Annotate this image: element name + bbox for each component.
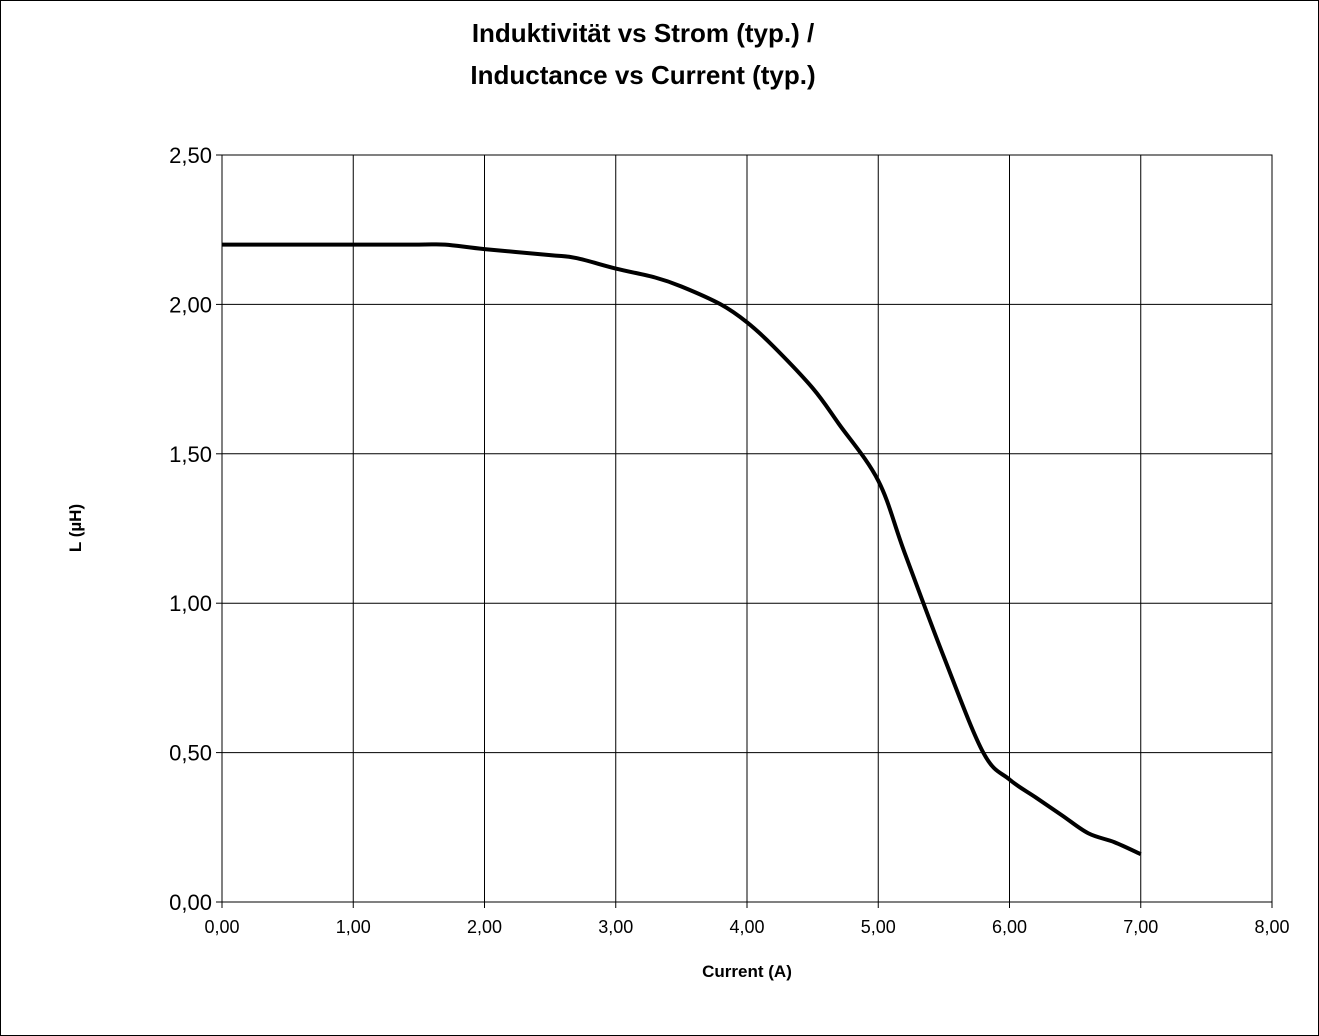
x-tick-label: 5,00 bbox=[861, 917, 896, 937]
y-axis-ticks: 0,00 0,50 1,00 1,50 2,00 2,50 bbox=[169, 143, 222, 915]
y-tick-label: 2,00 bbox=[169, 292, 212, 317]
x-tick-label: 6,00 bbox=[992, 917, 1027, 937]
x-tick-label: 8,00 bbox=[1254, 917, 1289, 937]
x-axis-ticks: 0,00 1,00 2,00 3,00 4,00 5,00 6,00 7,00 8,00 bbox=[204, 902, 1290, 937]
chart-title-line-2: Inductance vs Current (typ.) bbox=[470, 60, 815, 90]
grid bbox=[221, 154, 1273, 903]
x-axis-label: Current (A) bbox=[702, 962, 792, 981]
y-tick-label: 1,50 bbox=[169, 442, 212, 467]
y-tick-label: 1,00 bbox=[169, 591, 212, 616]
x-tick-label: 0,00 bbox=[204, 917, 239, 937]
inductance-series-line bbox=[222, 242, 1142, 857]
x-tick-label: 4,00 bbox=[729, 917, 764, 937]
y-tick-label: 0,50 bbox=[169, 741, 212, 766]
y-tick-label: 0,00 bbox=[169, 890, 212, 915]
series-group bbox=[222, 242, 1142, 857]
chart-title-line-1: Induktivität vs Strom (typ.) / bbox=[472, 18, 814, 48]
x-tick-label: 3,00 bbox=[598, 917, 633, 937]
y-tick-label: 2,50 bbox=[169, 143, 212, 168]
y-axis-label: L (µH) bbox=[66, 504, 85, 552]
x-tick-label: 2,00 bbox=[467, 917, 502, 937]
x-tick-label: 1,00 bbox=[336, 917, 371, 937]
x-tick-label: 7,00 bbox=[1123, 917, 1158, 937]
